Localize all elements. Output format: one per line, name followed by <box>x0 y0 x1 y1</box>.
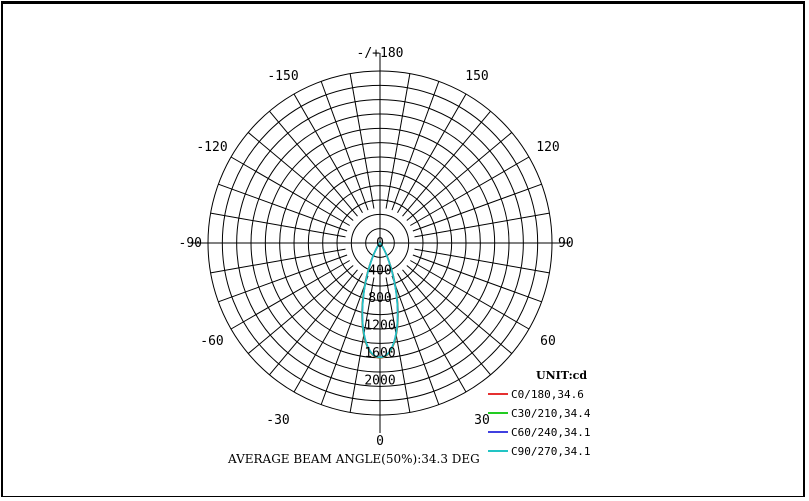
grid-spoke <box>293 273 363 393</box>
grid-spoke <box>247 265 354 354</box>
angle-label: -30 <box>266 413 289 428</box>
angle-label: -90 <box>179 236 202 251</box>
grid-spoke <box>320 81 369 211</box>
grid-spoke <box>269 110 358 217</box>
angle-label: -150 <box>267 69 298 84</box>
grid-spoke <box>230 260 350 330</box>
angle-label: 120 <box>536 140 559 155</box>
radial-tick-labels: 0 400 800 1200 1600 2000 <box>364 236 395 389</box>
beam-angle-text: AVERAGE BEAM ANGLE(50%):34.3 DEG <box>227 452 480 466</box>
grid-spoke <box>412 183 542 232</box>
grid-spoke <box>349 73 375 209</box>
angle-label: 0 <box>376 434 384 449</box>
angle-label: 150 <box>465 69 488 84</box>
grid-spoke <box>293 93 363 213</box>
radial-tick-label: 1600 <box>364 346 395 361</box>
grid-spoke <box>414 212 550 238</box>
radial-tick-label: 1200 <box>364 319 395 334</box>
series-curve <box>361 242 399 359</box>
grid-spoke <box>412 254 542 303</box>
angle-label: -120 <box>196 140 227 155</box>
grid-spoke <box>406 265 513 354</box>
angle-labels: -/+180 150 120 90 60 30 0 -30 -60 -90 -120 -150 <box>179 46 574 449</box>
frame-top-border <box>1 1 805 4</box>
unit-label: UNIT:cd <box>536 369 587 382</box>
grid-spoke <box>406 132 513 221</box>
polar-grid <box>190 53 570 433</box>
legend-entry: C90/270,34.1 <box>511 445 590 458</box>
angle-label: 90 <box>558 236 574 251</box>
grid-spoke <box>385 73 411 209</box>
radial-tick-label: 0 <box>376 236 384 251</box>
angle-label: -/+180 <box>357 46 404 61</box>
radial-tick-label: 400 <box>368 264 391 279</box>
grid-spoke <box>210 212 346 238</box>
grid-spoke <box>218 183 348 232</box>
grid-spoke <box>397 93 467 213</box>
legend-entry: C30/210,34.4 <box>511 407 591 420</box>
legend-entry: C60/240,34.1 <box>511 426 590 439</box>
angle-label: 30 <box>474 413 490 428</box>
grid-spoke <box>385 277 411 413</box>
grid-spoke <box>414 248 550 274</box>
grid-spoke <box>247 132 354 221</box>
grid-spoke <box>269 269 358 376</box>
grid-spoke <box>218 254 348 303</box>
grid-spoke <box>391 275 440 405</box>
grid-spoke <box>402 269 491 376</box>
grid-spoke <box>397 273 467 393</box>
grid-spoke <box>410 156 530 226</box>
grid-spoke <box>320 275 369 405</box>
grid-spoke <box>230 156 350 226</box>
intensity-curves <box>361 242 399 359</box>
grid-spoke <box>410 260 530 330</box>
grid-spoke <box>391 81 440 211</box>
grid-spoke <box>349 277 375 413</box>
legend-entry: C0/180,34.6 <box>511 388 584 401</box>
radial-tick-label: 2000 <box>364 374 395 389</box>
angle-label: 60 <box>540 334 556 349</box>
grid-spoke <box>402 110 491 217</box>
grid-spoke <box>210 248 346 274</box>
angle-label: -60 <box>200 334 223 349</box>
legend: UNIT:cd C0/180,34.6 C30/210,34.4 C60/240,3… <box>488 369 591 458</box>
radial-tick-label: 800 <box>368 291 391 306</box>
